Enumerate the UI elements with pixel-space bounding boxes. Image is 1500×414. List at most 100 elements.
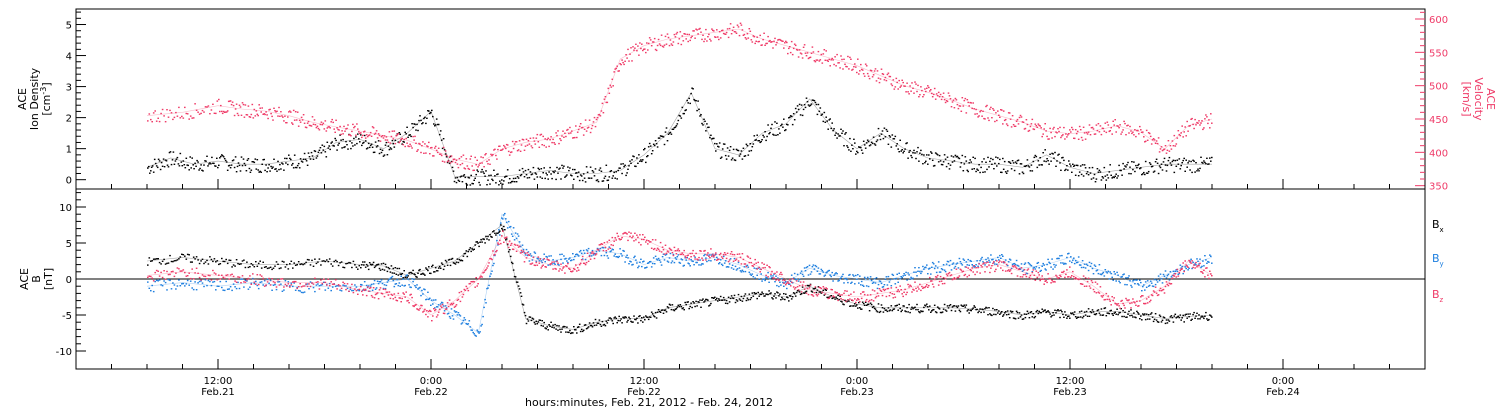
by-point bbox=[169, 280, 171, 281]
velocity-point bbox=[1193, 128, 1195, 129]
bz-point bbox=[674, 247, 676, 248]
density-point bbox=[1032, 170, 1034, 171]
velocity-point bbox=[1068, 133, 1070, 134]
velocity-point bbox=[1105, 123, 1107, 124]
bx-point bbox=[723, 297, 725, 298]
density-point bbox=[778, 128, 780, 129]
by-point bbox=[710, 260, 712, 261]
bz-point bbox=[307, 286, 309, 287]
bx-point bbox=[1016, 311, 1018, 312]
density-point bbox=[160, 169, 162, 170]
bx-point bbox=[1159, 315, 1161, 316]
by-point bbox=[912, 278, 914, 279]
by-point bbox=[1005, 259, 1007, 260]
velocity-point bbox=[679, 38, 681, 39]
density-point bbox=[615, 171, 617, 172]
bx-point bbox=[568, 332, 570, 333]
bx-point bbox=[707, 300, 709, 301]
density-point bbox=[1074, 165, 1076, 166]
density-point bbox=[609, 176, 611, 177]
velocity-point bbox=[664, 45, 666, 46]
by-point bbox=[627, 257, 629, 258]
density-point bbox=[353, 138, 355, 139]
velocity-point bbox=[1023, 122, 1025, 123]
by-point bbox=[258, 288, 260, 289]
density-point bbox=[794, 119, 796, 120]
by-point bbox=[515, 232, 517, 233]
by-point bbox=[999, 255, 1001, 256]
density-point bbox=[405, 133, 407, 134]
density-point bbox=[380, 149, 382, 150]
velocity-point bbox=[844, 64, 846, 65]
density-point bbox=[890, 136, 892, 137]
velocity-point bbox=[188, 118, 190, 119]
by-point bbox=[614, 254, 616, 255]
bz-point bbox=[521, 250, 523, 251]
bx-point bbox=[322, 260, 324, 261]
bx-point bbox=[180, 256, 182, 257]
bz-point bbox=[628, 232, 630, 233]
velocity-point bbox=[1170, 145, 1172, 146]
density-point bbox=[839, 135, 841, 136]
bx-point bbox=[211, 259, 213, 260]
bz-point bbox=[233, 276, 235, 277]
by-point bbox=[1118, 281, 1120, 282]
density-point bbox=[513, 178, 515, 179]
velocity-point bbox=[474, 157, 476, 158]
velocity-point bbox=[886, 80, 888, 81]
density-point bbox=[1021, 163, 1023, 164]
velocity-point bbox=[922, 96, 924, 97]
velocity-point bbox=[165, 121, 167, 122]
velocity-point bbox=[590, 132, 592, 133]
bz-point bbox=[350, 287, 352, 288]
velocity-point bbox=[892, 85, 894, 86]
bx-point bbox=[458, 262, 460, 263]
bx-point bbox=[524, 312, 526, 313]
velocity-point bbox=[1021, 116, 1023, 117]
velocity-point bbox=[1058, 131, 1060, 132]
bz-point bbox=[988, 264, 990, 265]
velocity-point bbox=[535, 143, 537, 144]
bz-point bbox=[761, 262, 763, 263]
density-point bbox=[350, 148, 352, 149]
bx-point bbox=[557, 330, 559, 331]
bz-point bbox=[218, 275, 220, 276]
bz-point bbox=[933, 286, 935, 287]
by-point bbox=[1099, 264, 1101, 265]
velocity-point bbox=[1147, 140, 1149, 141]
bx-point bbox=[970, 310, 972, 311]
by-point bbox=[1164, 276, 1166, 277]
bz-point bbox=[732, 254, 734, 255]
bx-point bbox=[1006, 314, 1008, 315]
velocity-point bbox=[1074, 138, 1076, 139]
velocity-point bbox=[539, 147, 541, 148]
bz-point bbox=[1015, 266, 1017, 267]
density-point bbox=[395, 140, 397, 141]
velocity-point bbox=[237, 113, 239, 114]
bz-point bbox=[870, 294, 872, 295]
by-point bbox=[577, 254, 579, 255]
velocity-point bbox=[980, 110, 982, 111]
density-point bbox=[999, 159, 1001, 160]
bx-point bbox=[478, 246, 480, 247]
bx-point bbox=[518, 285, 520, 286]
density-point bbox=[940, 160, 942, 161]
bx-point bbox=[1000, 312, 1002, 313]
velocity-point bbox=[1143, 136, 1145, 137]
density-point bbox=[647, 155, 649, 156]
velocity-point bbox=[317, 126, 319, 127]
bx-point bbox=[1197, 318, 1199, 319]
density-point bbox=[793, 113, 795, 114]
velocity-point bbox=[240, 106, 242, 107]
velocity-point bbox=[905, 91, 907, 92]
bz-point bbox=[612, 237, 614, 238]
density-point bbox=[189, 156, 191, 157]
bx-point bbox=[966, 304, 968, 305]
bz-point bbox=[785, 284, 787, 285]
by-point bbox=[661, 264, 663, 265]
bz-point bbox=[799, 285, 801, 286]
density-point bbox=[154, 159, 156, 160]
density-point bbox=[743, 148, 745, 149]
bz-point bbox=[1033, 269, 1035, 270]
density-point bbox=[1031, 164, 1033, 165]
